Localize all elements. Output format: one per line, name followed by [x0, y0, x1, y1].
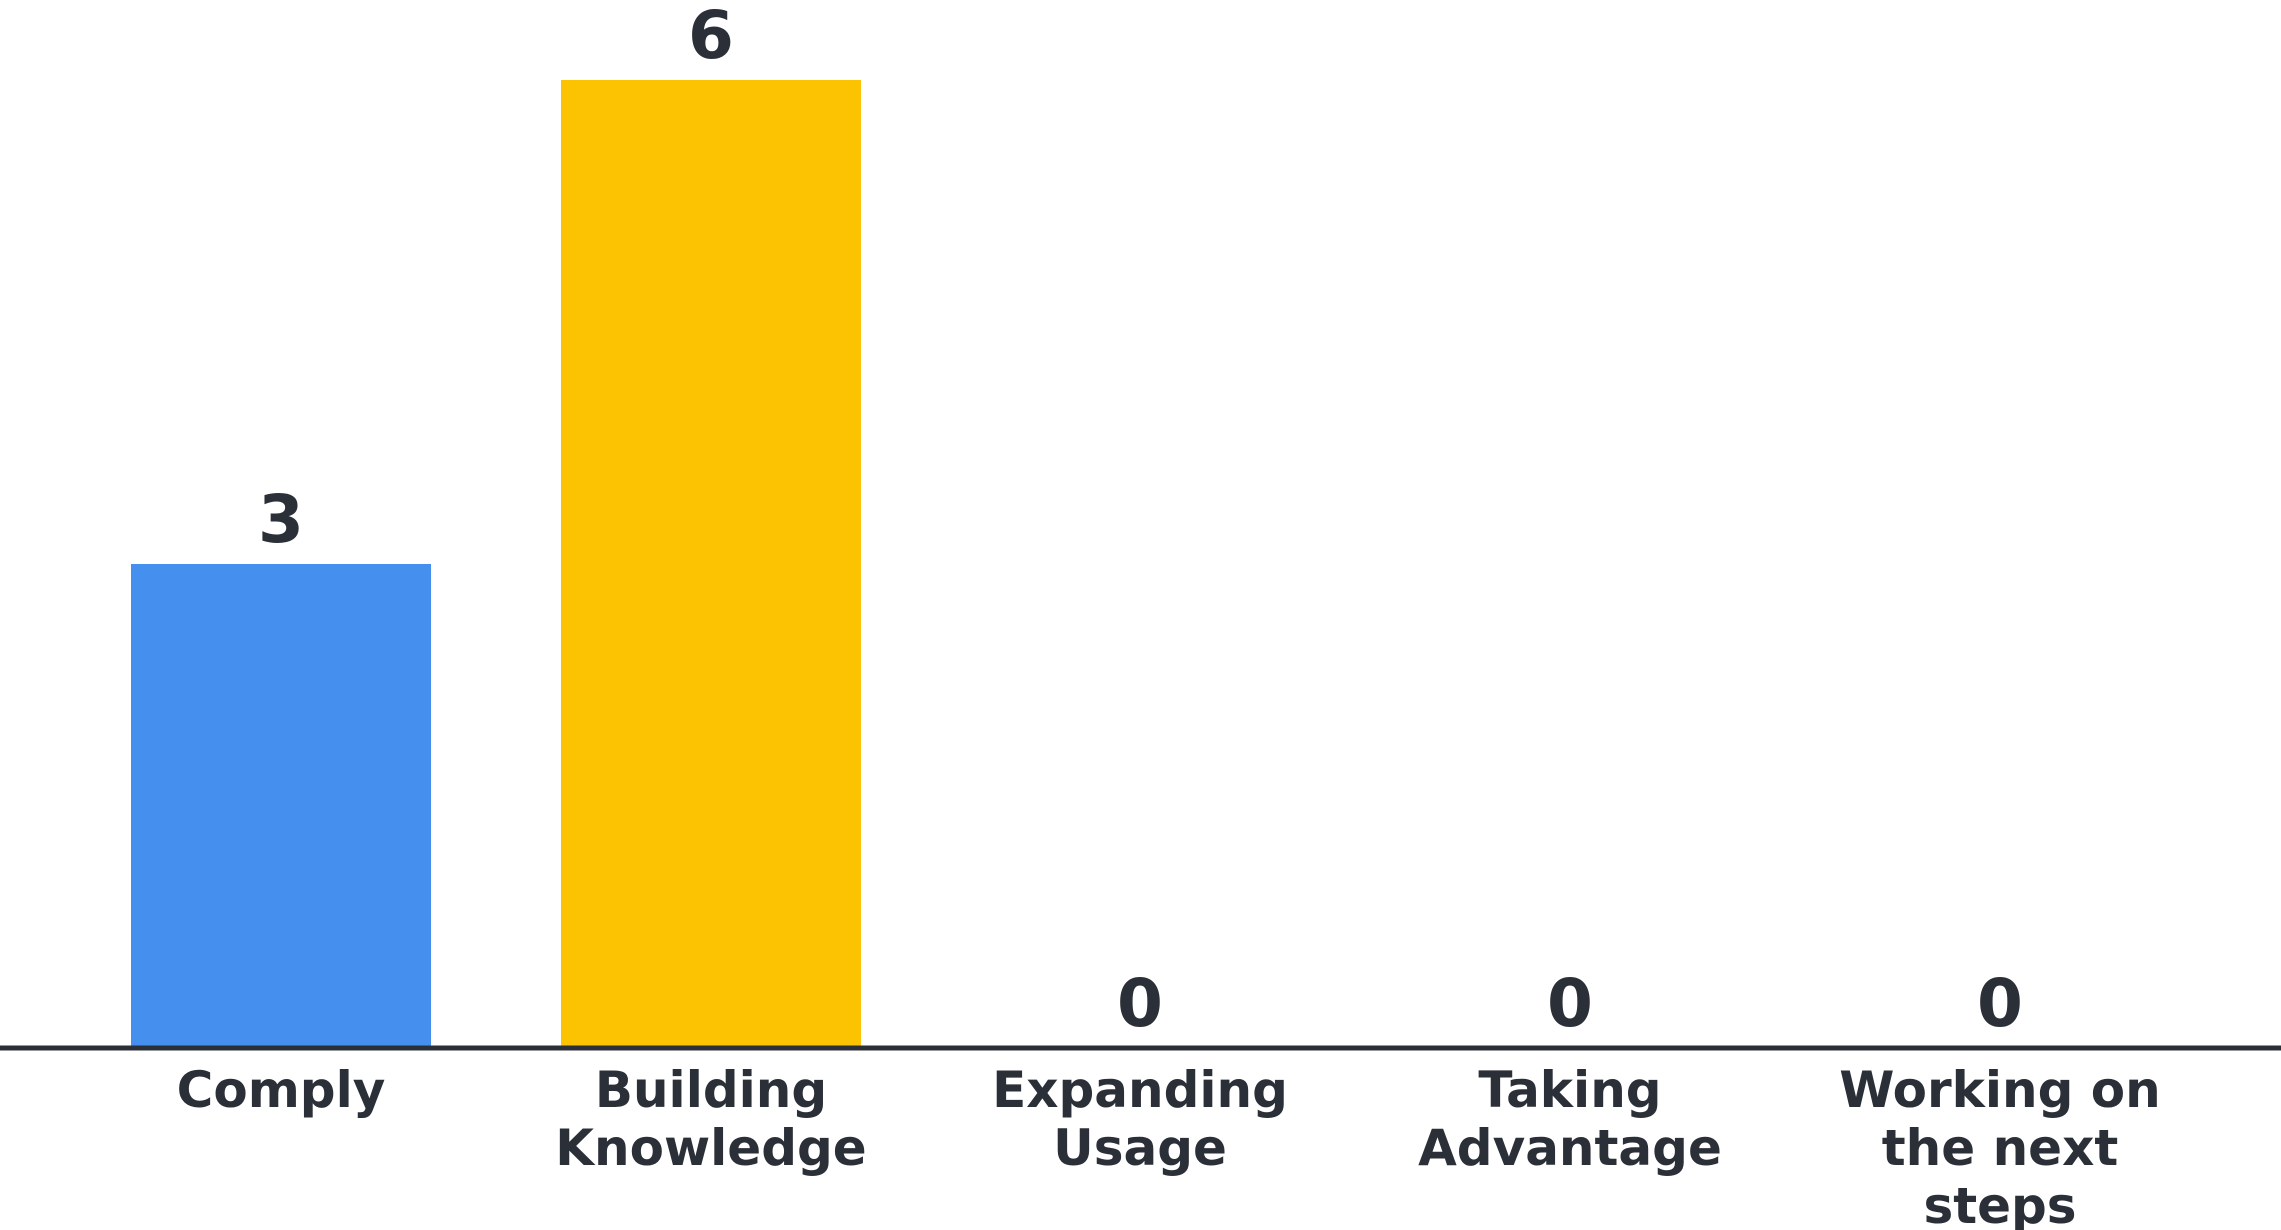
- bar-0: [131, 564, 431, 1048]
- category-label-4-line-1: the next: [1882, 1119, 2118, 1177]
- value-labels-group: 3 6 0 0 0: [258, 0, 2023, 1042]
- value-label-0: 3: [258, 481, 304, 558]
- category-label-3-line-1: Advantage: [1418, 1119, 1722, 1177]
- bars-group: [131, 80, 861, 1048]
- value-label-1: 6: [688, 0, 734, 74]
- category-label-2-line-0: Expanding: [992, 1061, 1288, 1119]
- category-label-1-line-0: Building: [595, 1061, 827, 1119]
- category-label-0-line-0: Comply: [177, 1061, 386, 1119]
- category-label-3-line-0: Taking: [1478, 1061, 1661, 1119]
- category-label-2-line-1: Usage: [1053, 1119, 1227, 1177]
- bar-1: [561, 80, 861, 1048]
- category-label-1-line-1: Knowledge: [555, 1119, 866, 1177]
- category-label-4-line-0: Working on: [1839, 1061, 2161, 1119]
- value-label-4: 0: [1977, 965, 2023, 1042]
- value-label-2: 0: [1117, 965, 1163, 1042]
- category-label-4-line-2: steps: [1923, 1177, 2076, 1230]
- value-label-3: 0: [1547, 965, 1593, 1042]
